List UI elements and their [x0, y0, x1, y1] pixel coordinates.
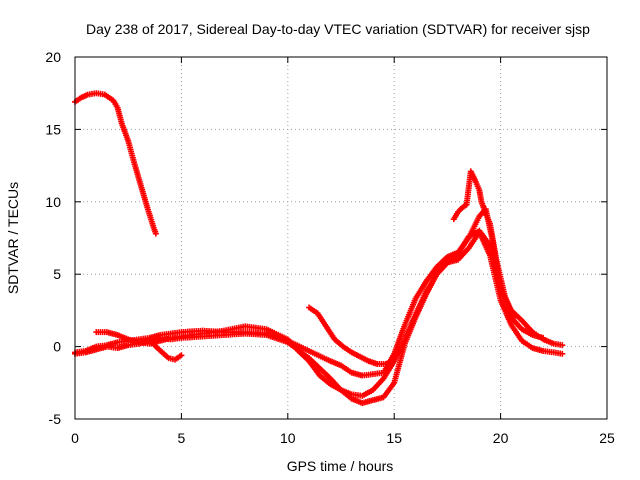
- data-point: [559, 350, 566, 357]
- x-axis-label: GPS time / hours: [287, 458, 394, 474]
- x-tick-label: 10: [280, 430, 296, 446]
- y-axis-label: SDTVAR / TECUs: [5, 182, 21, 294]
- y-tick-label: -5: [49, 411, 62, 427]
- plot-frame: [74, 56, 608, 420]
- x-tick-label: 0: [71, 430, 79, 446]
- grid-lines: [75, 57, 607, 419]
- y-tick-label: 10: [45, 194, 61, 210]
- y-tick-label: 5: [53, 266, 61, 282]
- y-tick-label: 20: [45, 49, 61, 65]
- data-point: [389, 358, 396, 365]
- x-tick-label: 25: [599, 430, 615, 446]
- series-track-c: [93, 227, 547, 399]
- x-tick-label: 20: [493, 430, 509, 446]
- x-tick-label: 15: [386, 430, 402, 446]
- chart-title: Day 238 of 2017, Sidereal Day-to-day VTE…: [86, 21, 590, 37]
- y-tick-label: 0: [53, 339, 61, 355]
- data-point: [559, 342, 566, 349]
- series-track-peak: [450, 168, 517, 321]
- axis-ticks: 0 5 10 15 20 25 -5 0 5 10 15 20: [45, 49, 615, 446]
- data-point: [540, 334, 547, 341]
- data-point: [152, 230, 159, 237]
- series-track-late-morning: [306, 304, 396, 367]
- x-tick-label: 5: [178, 430, 186, 446]
- y-tick-label: 15: [45, 121, 61, 137]
- data-point: [178, 352, 185, 359]
- series-track-dip: [146, 336, 185, 363]
- series-track-morning-high: [72, 90, 159, 237]
- data-series: [72, 90, 566, 407]
- data-point: [510, 314, 517, 321]
